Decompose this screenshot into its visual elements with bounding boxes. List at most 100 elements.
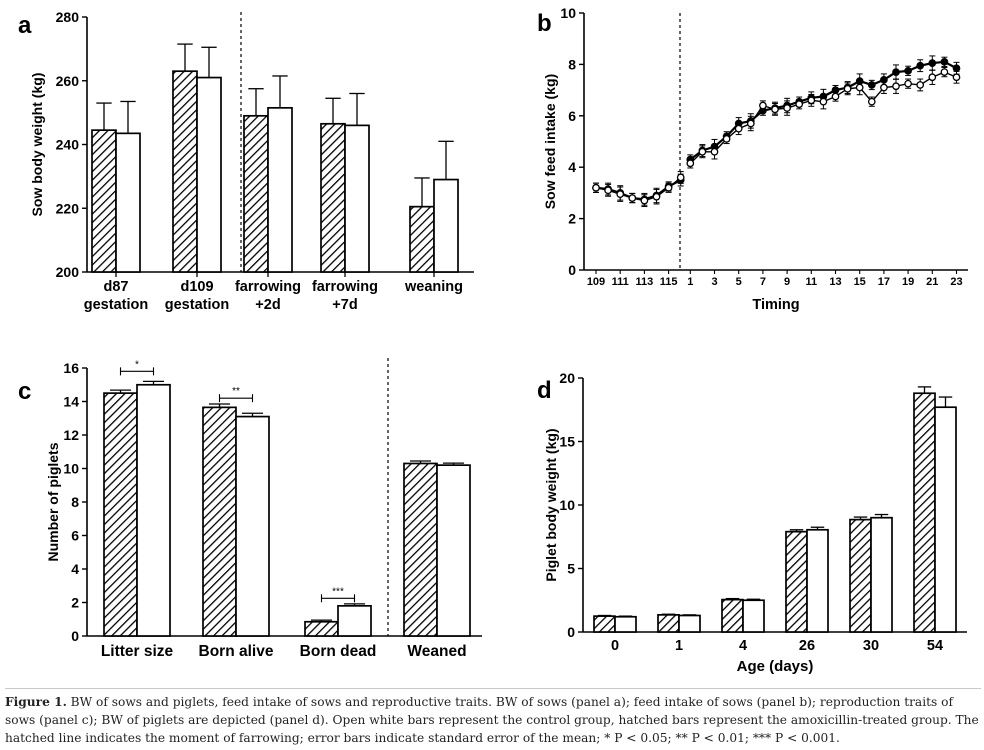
panel-b-point-treated (940, 57, 949, 66)
panel-b-point-control (892, 82, 900, 91)
panel-b-point-control (710, 147, 719, 156)
panel-a-y-tick-label: 200 (56, 264, 80, 280)
panel-b-point-control (640, 196, 649, 205)
panel-b-point-treated (952, 64, 961, 73)
panel-b-y-tick-label: 8 (568, 56, 576, 72)
panel-b-x-tick-label: 21 (926, 276, 938, 288)
panel-a-bar-hatched (409, 205, 435, 273)
panel-c-y-tick-label: 12 (63, 427, 79, 443)
panel-a-y-tick-label: 260 (56, 73, 80, 89)
panel-a-bar-open (267, 106, 293, 273)
panel-a-bar-hatched (91, 129, 117, 273)
panel-d-bar-hatched (913, 392, 936, 633)
panel-b-point-control (867, 97, 876, 106)
panel-a-bar-hatched (172, 70, 198, 273)
panel-b-point-control (664, 183, 673, 192)
panel-a-bar-open (115, 132, 141, 273)
panel-b-point-control (722, 135, 731, 143)
panel-a-bar-hatched (243, 114, 269, 273)
panel-d-bar-open (806, 528, 829, 633)
caption-text: BW of sows and piglets, feed intake of s… (5, 695, 979, 745)
panel-b-point-control (676, 173, 685, 182)
panel-d-bar-hatched (593, 615, 616, 633)
panel-c-bar-open (436, 464, 471, 637)
panel-b-y-tick-label: 4 (568, 159, 576, 175)
panel-b-x-tick-label: 9 (784, 276, 790, 288)
panel-b-point-control (628, 194, 637, 202)
panel-b-point-control (616, 190, 625, 199)
panel-c-y-tick-label: 16 (63, 360, 79, 376)
panel-a-y-tick-label: 220 (56, 200, 80, 216)
panel-b-series-line-treated (689, 60, 958, 161)
panel-d-bar-hatched (785, 530, 808, 633)
panel-b-point-treated (867, 81, 876, 89)
panel-d-x-tick-label: 0 (611, 638, 619, 654)
panel-c-x-tick-label: Weaned (407, 643, 466, 660)
panel-b-x-tick-label: 7 (760, 276, 766, 288)
panel-a-x-tick-label: farrowing (312, 279, 378, 295)
panel-a-letter: a (18, 12, 32, 39)
panel-d-y-tick-label: 5 (567, 561, 575, 577)
panel-b-point-control (592, 183, 600, 192)
panel-a-bar-hatched (320, 122, 346, 273)
panel-b-x-tick-label: 19 (902, 276, 914, 288)
panel-b-x-tick-label: 113 (636, 276, 654, 288)
panel-c-x-tick-label: Litter size (101, 643, 174, 660)
panel-d-bar-open (614, 615, 637, 633)
panel-d-x-tick-label: 26 (799, 638, 815, 654)
panel-b-x-tick-label: 11 (805, 276, 817, 288)
panel-a-x-tick-label: gestation (84, 297, 148, 313)
panel-b-point-control (928, 73, 937, 82)
caption-divider (5, 688, 981, 689)
panel-b-x-tick-label: 5 (736, 276, 742, 288)
panel-d-x-tick-label: 1 (675, 638, 683, 654)
panel-c-significance-label: * (135, 359, 139, 370)
panel-b-x-tick-label: 115 (660, 276, 678, 288)
panel-b-point-control (686, 159, 695, 168)
panel-d-x-tick-label: 4 (739, 638, 747, 654)
panel-c-bar-hatched (403, 462, 438, 637)
panel-c-y-tick-label: 14 (63, 394, 79, 410)
panel-a-x-tick-label: d109 (180, 279, 213, 295)
panel-b-point-treated (928, 59, 937, 67)
panel-b-point-control (843, 84, 852, 93)
panel-c-bar-hatched (103, 392, 138, 637)
panel-b-x-tick-label: 13 (829, 276, 841, 288)
panel-a-bar-open (433, 178, 459, 273)
panel-d-x-tick-label: 54 (927, 638, 943, 654)
panel-c-letter: c (18, 378, 31, 405)
panel-d-bar-open (870, 516, 893, 633)
panel-c-y-tick-label: 4 (71, 561, 79, 577)
panel-b-x-tick-label: 111 (612, 276, 629, 288)
panel-a-x-tick-label: +2d (255, 297, 280, 313)
panel-b-y-tick-label: 0 (568, 262, 576, 278)
panel-c-y-tick-label: 6 (71, 528, 79, 544)
panel-a-x-tick-label: d87 (104, 279, 129, 295)
panel-b-point-control (904, 79, 912, 88)
panel-b-point-control (940, 68, 949, 76)
panel-b-point-control (652, 192, 661, 201)
panel-b-x-tick-label: 109 (587, 276, 605, 288)
panel-c-significance-label: ** (232, 386, 240, 397)
panel-b-x-tick-label: 3 (711, 276, 717, 288)
panel-a-y-tick-label: 280 (56, 9, 80, 25)
panel-b-point-control (916, 81, 925, 89)
panel-d-bar-hatched (721, 598, 744, 633)
panel-b-x-tick-label: 17 (878, 276, 890, 288)
panel-c-y-tick-label: 8 (71, 494, 79, 510)
panel-b-x-tick-label: 1 (687, 276, 693, 288)
panel-b-y-axis-label: Sow feed intake (kg) (542, 74, 558, 209)
panel-d-y-tick-label: 10 (559, 497, 575, 513)
panel-a-y-tick-label: 240 (56, 137, 80, 153)
panel-c-bar-hatched (202, 406, 237, 637)
panel-d-bar-open (934, 406, 957, 633)
panel-b-point-control (698, 147, 707, 156)
panel-d-y-tick-label: 15 (559, 434, 575, 450)
panel-b-point-control (746, 119, 755, 128)
panel-b-y-tick-label: 10 (560, 5, 576, 21)
panel-c-significance-label: *** (332, 586, 344, 597)
panel-b-x-tick-label: 23 (950, 276, 962, 288)
panel-c-y-tick-label: 2 (71, 595, 79, 611)
panel-b-point-treated (892, 68, 900, 76)
